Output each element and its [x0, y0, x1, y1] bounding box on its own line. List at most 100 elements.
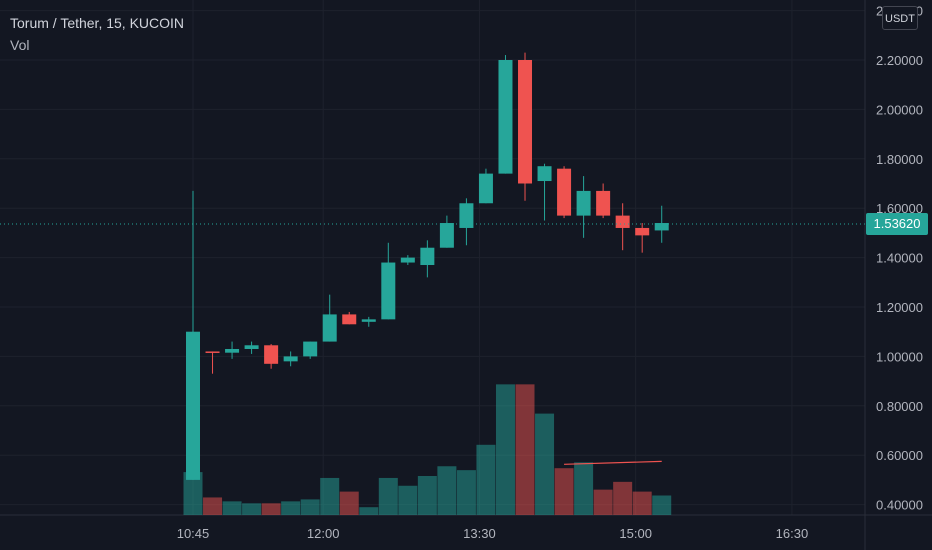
- candle: [615, 203, 630, 251]
- volume-bar: [476, 444, 496, 515]
- candle-body: [635, 227, 650, 236]
- x-tick-label: 16:30: [776, 526, 809, 541]
- volume-bar: [652, 495, 672, 515]
- candle: [400, 255, 415, 266]
- candle: [225, 341, 240, 359]
- volume-bar: [495, 384, 515, 515]
- candle: [557, 166, 572, 219]
- candle-body: [322, 314, 337, 342]
- chart-legend: Torum / Tether, 15, KUCOIN Vol: [10, 12, 184, 56]
- volume-bar: [242, 503, 262, 515]
- volume-bar: [437, 466, 457, 515]
- candles: [186, 52, 669, 480]
- volume-bar: [378, 477, 398, 515]
- volume-bar: [398, 485, 418, 515]
- candle-body: [596, 190, 611, 216]
- candle: [654, 205, 669, 243]
- volume-bar: [339, 491, 359, 515]
- candle: [576, 176, 591, 238]
- volume-ma-line: [564, 460, 662, 465]
- candle: [439, 215, 454, 248]
- y-tick-label: 1.80000: [876, 152, 923, 167]
- candle: [264, 344, 279, 369]
- y-tick-label: 0.80000: [876, 399, 923, 414]
- volume-bar: [261, 503, 281, 515]
- candle-body: [186, 331, 200, 480]
- candle-body: [478, 173, 493, 204]
- symbol-title[interactable]: Torum / Tether, 15, KUCOIN: [10, 15, 185, 31]
- candle-body: [400, 257, 415, 263]
- volume-bar: [183, 472, 203, 515]
- candle-body: [420, 247, 435, 266]
- candle-body: [303, 341, 318, 357]
- candle: [205, 351, 220, 374]
- candle: [322, 294, 337, 342]
- volume-bar: [554, 468, 574, 515]
- candle-body: [654, 223, 669, 231]
- x-tick-label: 10:45: [177, 526, 210, 541]
- volume-bar: [574, 462, 594, 515]
- candle-body: [576, 190, 591, 216]
- candle: [478, 168, 493, 204]
- candle-body: [518, 60, 533, 184]
- x-tick-label: 13:30: [463, 526, 496, 541]
- current-price-tag: 1.53620: [866, 212, 928, 235]
- candle: [635, 223, 650, 253]
- candle-body: [498, 60, 513, 174]
- candle-body: [439, 223, 454, 248]
- volume-bar: [281, 501, 301, 515]
- volume-bar: [456, 470, 476, 515]
- y-tick-label: 1.20000: [876, 300, 923, 315]
- volume-bar: [300, 499, 320, 515]
- currency-badge[interactable]: USDT: [882, 6, 918, 30]
- x-tick-label: 15:00: [619, 526, 652, 541]
- candle: [283, 351, 298, 367]
- volume-bar: [203, 497, 223, 515]
- candle: [420, 240, 435, 278]
- x-tick-label: 12:00: [307, 526, 340, 541]
- volume-bar: [417, 476, 437, 515]
- candle: [596, 183, 611, 219]
- candle-body: [205, 351, 220, 353]
- candle-body: [264, 345, 279, 364]
- candle-body: [557, 168, 572, 216]
- candle-body: [381, 262, 396, 320]
- candle: [498, 55, 513, 174]
- candle: [186, 190, 200, 480]
- candle: [244, 341, 259, 354]
- candle-body: [283, 356, 298, 362]
- volume-bar: [222, 501, 242, 515]
- candle-body: [244, 345, 259, 349]
- candle: [459, 198, 474, 246]
- volume-legend-label[interactable]: Vol: [10, 37, 30, 53]
- candle-body: [361, 319, 376, 322]
- volume-bar: [593, 489, 613, 515]
- volume-bar: [613, 481, 633, 515]
- y-tick-label: 2.20000: [876, 53, 923, 68]
- candle: [342, 311, 357, 325]
- volume-bar: [632, 491, 652, 515]
- candle: [381, 242, 396, 320]
- volume-bar: [535, 413, 555, 515]
- y-tick-label: 1.60000: [876, 201, 923, 216]
- y-tick-label: 1.00000: [876, 349, 923, 364]
- candle-body: [342, 314, 357, 325]
- candle-body: [225, 348, 240, 353]
- price-axis[interactable]: 2.400002.200002.000001.800001.600001.400…: [876, 4, 923, 513]
- candle: [361, 316, 376, 327]
- y-tick-label: 2.00000: [876, 102, 923, 117]
- y-tick-label: 0.40000: [876, 498, 923, 513]
- y-tick-label: 1.40000: [876, 251, 923, 266]
- candle: [537, 163, 552, 221]
- volume-bar: [515, 384, 535, 515]
- candle: [518, 52, 533, 201]
- candle-body: [537, 166, 552, 182]
- candle-body: [615, 215, 630, 228]
- candle-body: [459, 203, 474, 228]
- volume-bar: [320, 477, 340, 515]
- candle: [303, 341, 318, 359]
- volume-bar: [359, 507, 379, 515]
